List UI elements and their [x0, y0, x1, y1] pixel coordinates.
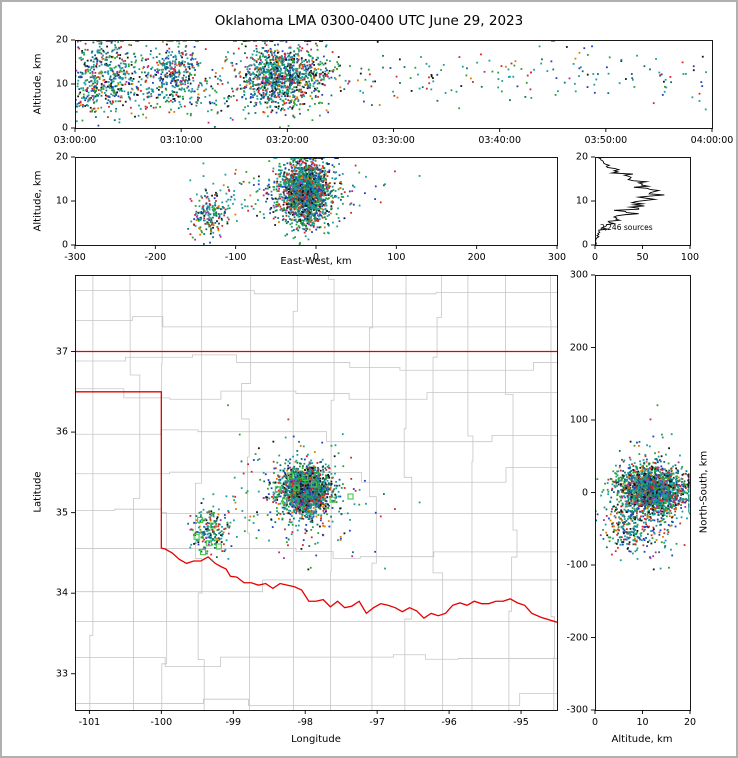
figure-title: Oklahoma LMA 0300-0400 UTC June 29, 2023 — [214, 13, 524, 29]
ew-height-x-axis-label: East-West, km — [280, 256, 352, 267]
ns-height-x-axis-label: Altitude, km — [611, 734, 673, 745]
source-count-annotation: 2,246 sources — [600, 223, 653, 232]
plan-view-y-axis-label: Latitude — [32, 471, 44, 513]
ew-height-y-axis-label: Altitude, km — [32, 170, 44, 232]
plan-view-x-axis-label: Longitude — [291, 734, 341, 745]
ns-height-y-axis-label: North-South, km — [698, 450, 710, 534]
time-height-y-axis-label: Altitude, km — [32, 53, 44, 115]
